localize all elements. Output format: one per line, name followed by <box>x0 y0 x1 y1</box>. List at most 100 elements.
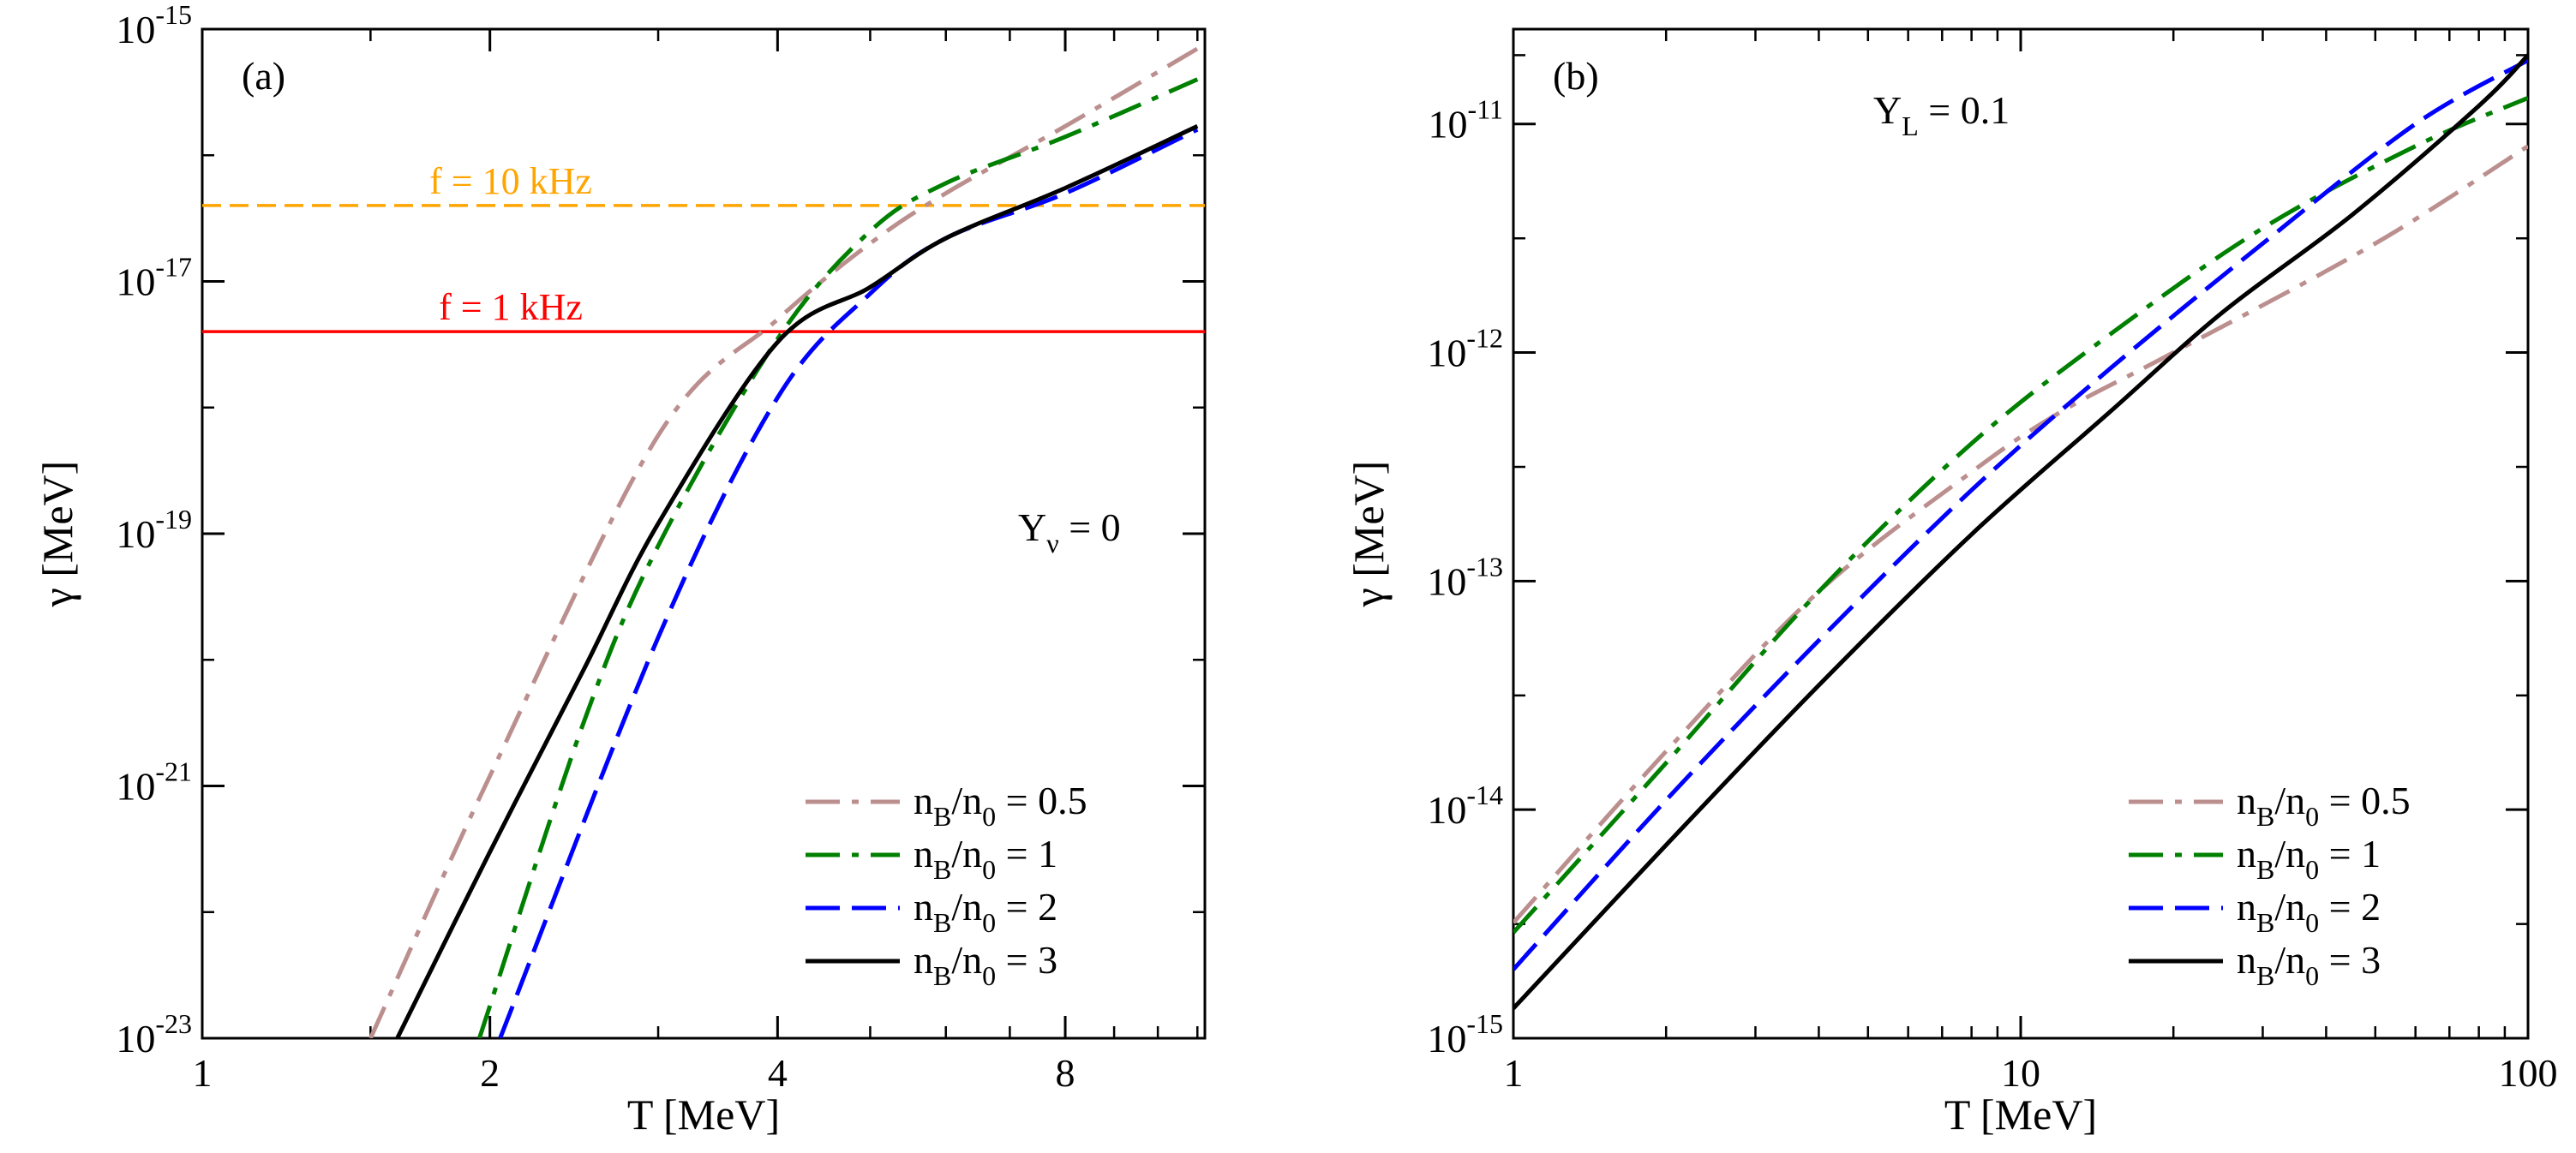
y-tick-base: 10 <box>1429 103 1468 146</box>
x-tick-label: 1 <box>1504 1051 1524 1095</box>
y-tick-label: 10-17 <box>116 252 192 304</box>
series-line-nb-0.5 <box>368 46 1199 1038</box>
annotation-subscript: L <box>1902 111 1919 141</box>
x-tick-label: 1 <box>193 1051 213 1095</box>
legend-sub-b: B <box>2256 854 2274 885</box>
legend-n: n <box>914 832 933 875</box>
panel-label: (b) <box>1553 54 1599 98</box>
annotation-rest: = 0.1 <box>1919 88 2010 132</box>
y-tick-base: 10 <box>116 260 155 304</box>
series-group <box>368 46 1199 1038</box>
y-tick-label: 10-15 <box>116 0 192 51</box>
legend-sub-b: B <box>2256 907 2274 938</box>
y-tick-exponent: -21 <box>155 756 192 787</box>
legend-sub-b: B <box>933 801 951 832</box>
legend-sub-0: 0 <box>982 960 996 991</box>
y-tick-base: 10 <box>116 8 155 51</box>
legend-value: = 2 <box>996 885 1057 929</box>
series-line-nb-1 <box>477 77 1199 1038</box>
y-tick-exponent: -17 <box>155 252 192 283</box>
annotation-label: Yν = 0 <box>1018 505 1121 559</box>
y-tick-base: 10 <box>116 1017 155 1060</box>
legend-n: n <box>2237 832 2256 875</box>
x-tick-label: 10 <box>2001 1051 2040 1095</box>
y-tick-exponent: -23 <box>155 1008 192 1039</box>
legend-sub-0: 0 <box>2305 907 2319 938</box>
legend-value: = 1 <box>2319 832 2381 875</box>
y-tick-exponent: -15 <box>155 0 192 30</box>
legend-slash: /n <box>951 938 982 982</box>
annotation-subscript: ν <box>1046 528 1058 559</box>
legend-slash: /n <box>951 885 982 929</box>
legend-n: n <box>2237 938 2256 982</box>
y-tick-base: 10 <box>1427 332 1466 375</box>
legend-sub-0: 0 <box>982 854 996 885</box>
legend-label-nb-3: nB/n0 = 3 <box>914 938 1057 991</box>
y-tick-label: 10-21 <box>116 756 192 809</box>
legend-n: n <box>914 779 933 822</box>
y-tick-label: 10-23 <box>116 1008 192 1060</box>
y-tick-label: 10-15 <box>1427 1008 1503 1060</box>
f-1-khz-label: f = 1 kHz <box>439 286 583 328</box>
legend-slash: /n <box>2274 779 2305 822</box>
legend-sub-b: B <box>2256 960 2274 991</box>
legend-value: = 3 <box>996 938 1057 982</box>
series-line-nb-3 <box>1513 53 2528 1010</box>
y-tick-label: 10-14 <box>1427 780 1503 832</box>
y-tick-base: 10 <box>1427 559 1466 603</box>
y-tick-label: 10-11 <box>1429 94 1503 146</box>
annotation-main: Y <box>1018 505 1046 549</box>
legend-slash: /n <box>951 832 982 875</box>
y-axis-label: γ [MeV] <box>1345 461 1393 608</box>
legend-slash: /n <box>2274 885 2305 929</box>
y-tick-base: 10 <box>116 512 155 556</box>
legend-value: = 0.5 <box>2319 779 2410 822</box>
series-group <box>1513 53 2528 1010</box>
legend-label-nb-3: nB/n0 = 3 <box>2237 938 2381 991</box>
panel-label: (a) <box>242 54 285 98</box>
legend-sub-b: B <box>933 907 951 938</box>
y-axis-label: γ [MeV] <box>33 461 81 608</box>
series-line-nb-3 <box>395 124 1199 1038</box>
x-tick-label: 100 <box>2499 1051 2558 1095</box>
legend-slash: /n <box>2274 938 2305 982</box>
x-axis-label: T [MeV] <box>627 1090 780 1138</box>
y-tick-exponent: -12 <box>1466 323 1503 354</box>
legend-sub-0: 0 <box>2305 960 2319 991</box>
legend-value: = 1 <box>996 832 1057 875</box>
legend-value: = 3 <box>2319 938 2381 982</box>
y-tick-label: 10-12 <box>1427 323 1503 375</box>
legend-sub-0: 0 <box>2305 854 2319 885</box>
annotation-label: YL = 0.1 <box>1873 88 2010 141</box>
legend-sub-0: 0 <box>982 801 996 832</box>
y-tick-exponent: -11 <box>1468 94 1503 125</box>
series-line-nb-2 <box>498 127 1199 1038</box>
legend-slash: /n <box>2274 832 2305 875</box>
x-axis-label: T [MeV] <box>1944 1090 2097 1138</box>
legend-sub-b: B <box>933 854 951 885</box>
y-tick-base: 10 <box>1427 788 1466 832</box>
y-tick-label: 10-19 <box>116 504 192 556</box>
y-tick-exponent: -14 <box>1466 780 1503 810</box>
legend-sub-b: B <box>933 960 951 991</box>
x-tick-label: 4 <box>768 1051 788 1095</box>
legend-label-nb-2: nB/n0 = 2 <box>2237 885 2381 938</box>
legend-label-nb-0.5: nB/n0 = 0.5 <box>2237 779 2411 832</box>
legend-n: n <box>2237 885 2256 929</box>
legend-n: n <box>914 885 933 929</box>
legend-value: = 2 <box>2319 885 2381 929</box>
legend-value: = 0.5 <box>996 779 1087 822</box>
legend-slash: /n <box>951 779 982 822</box>
y-tick-exponent: -15 <box>1466 1008 1503 1039</box>
f-10-khz-label: f = 10 kHz <box>429 160 592 202</box>
y-tick-exponent: -13 <box>1466 551 1503 582</box>
legend-sub-b: B <box>2256 801 2274 832</box>
y-tick-label: 10-13 <box>1427 551 1503 603</box>
legend-sub-0: 0 <box>2305 801 2319 832</box>
legend-n: n <box>914 938 933 982</box>
legend-sub-0: 0 <box>982 907 996 938</box>
y-tick-base: 10 <box>116 765 155 809</box>
